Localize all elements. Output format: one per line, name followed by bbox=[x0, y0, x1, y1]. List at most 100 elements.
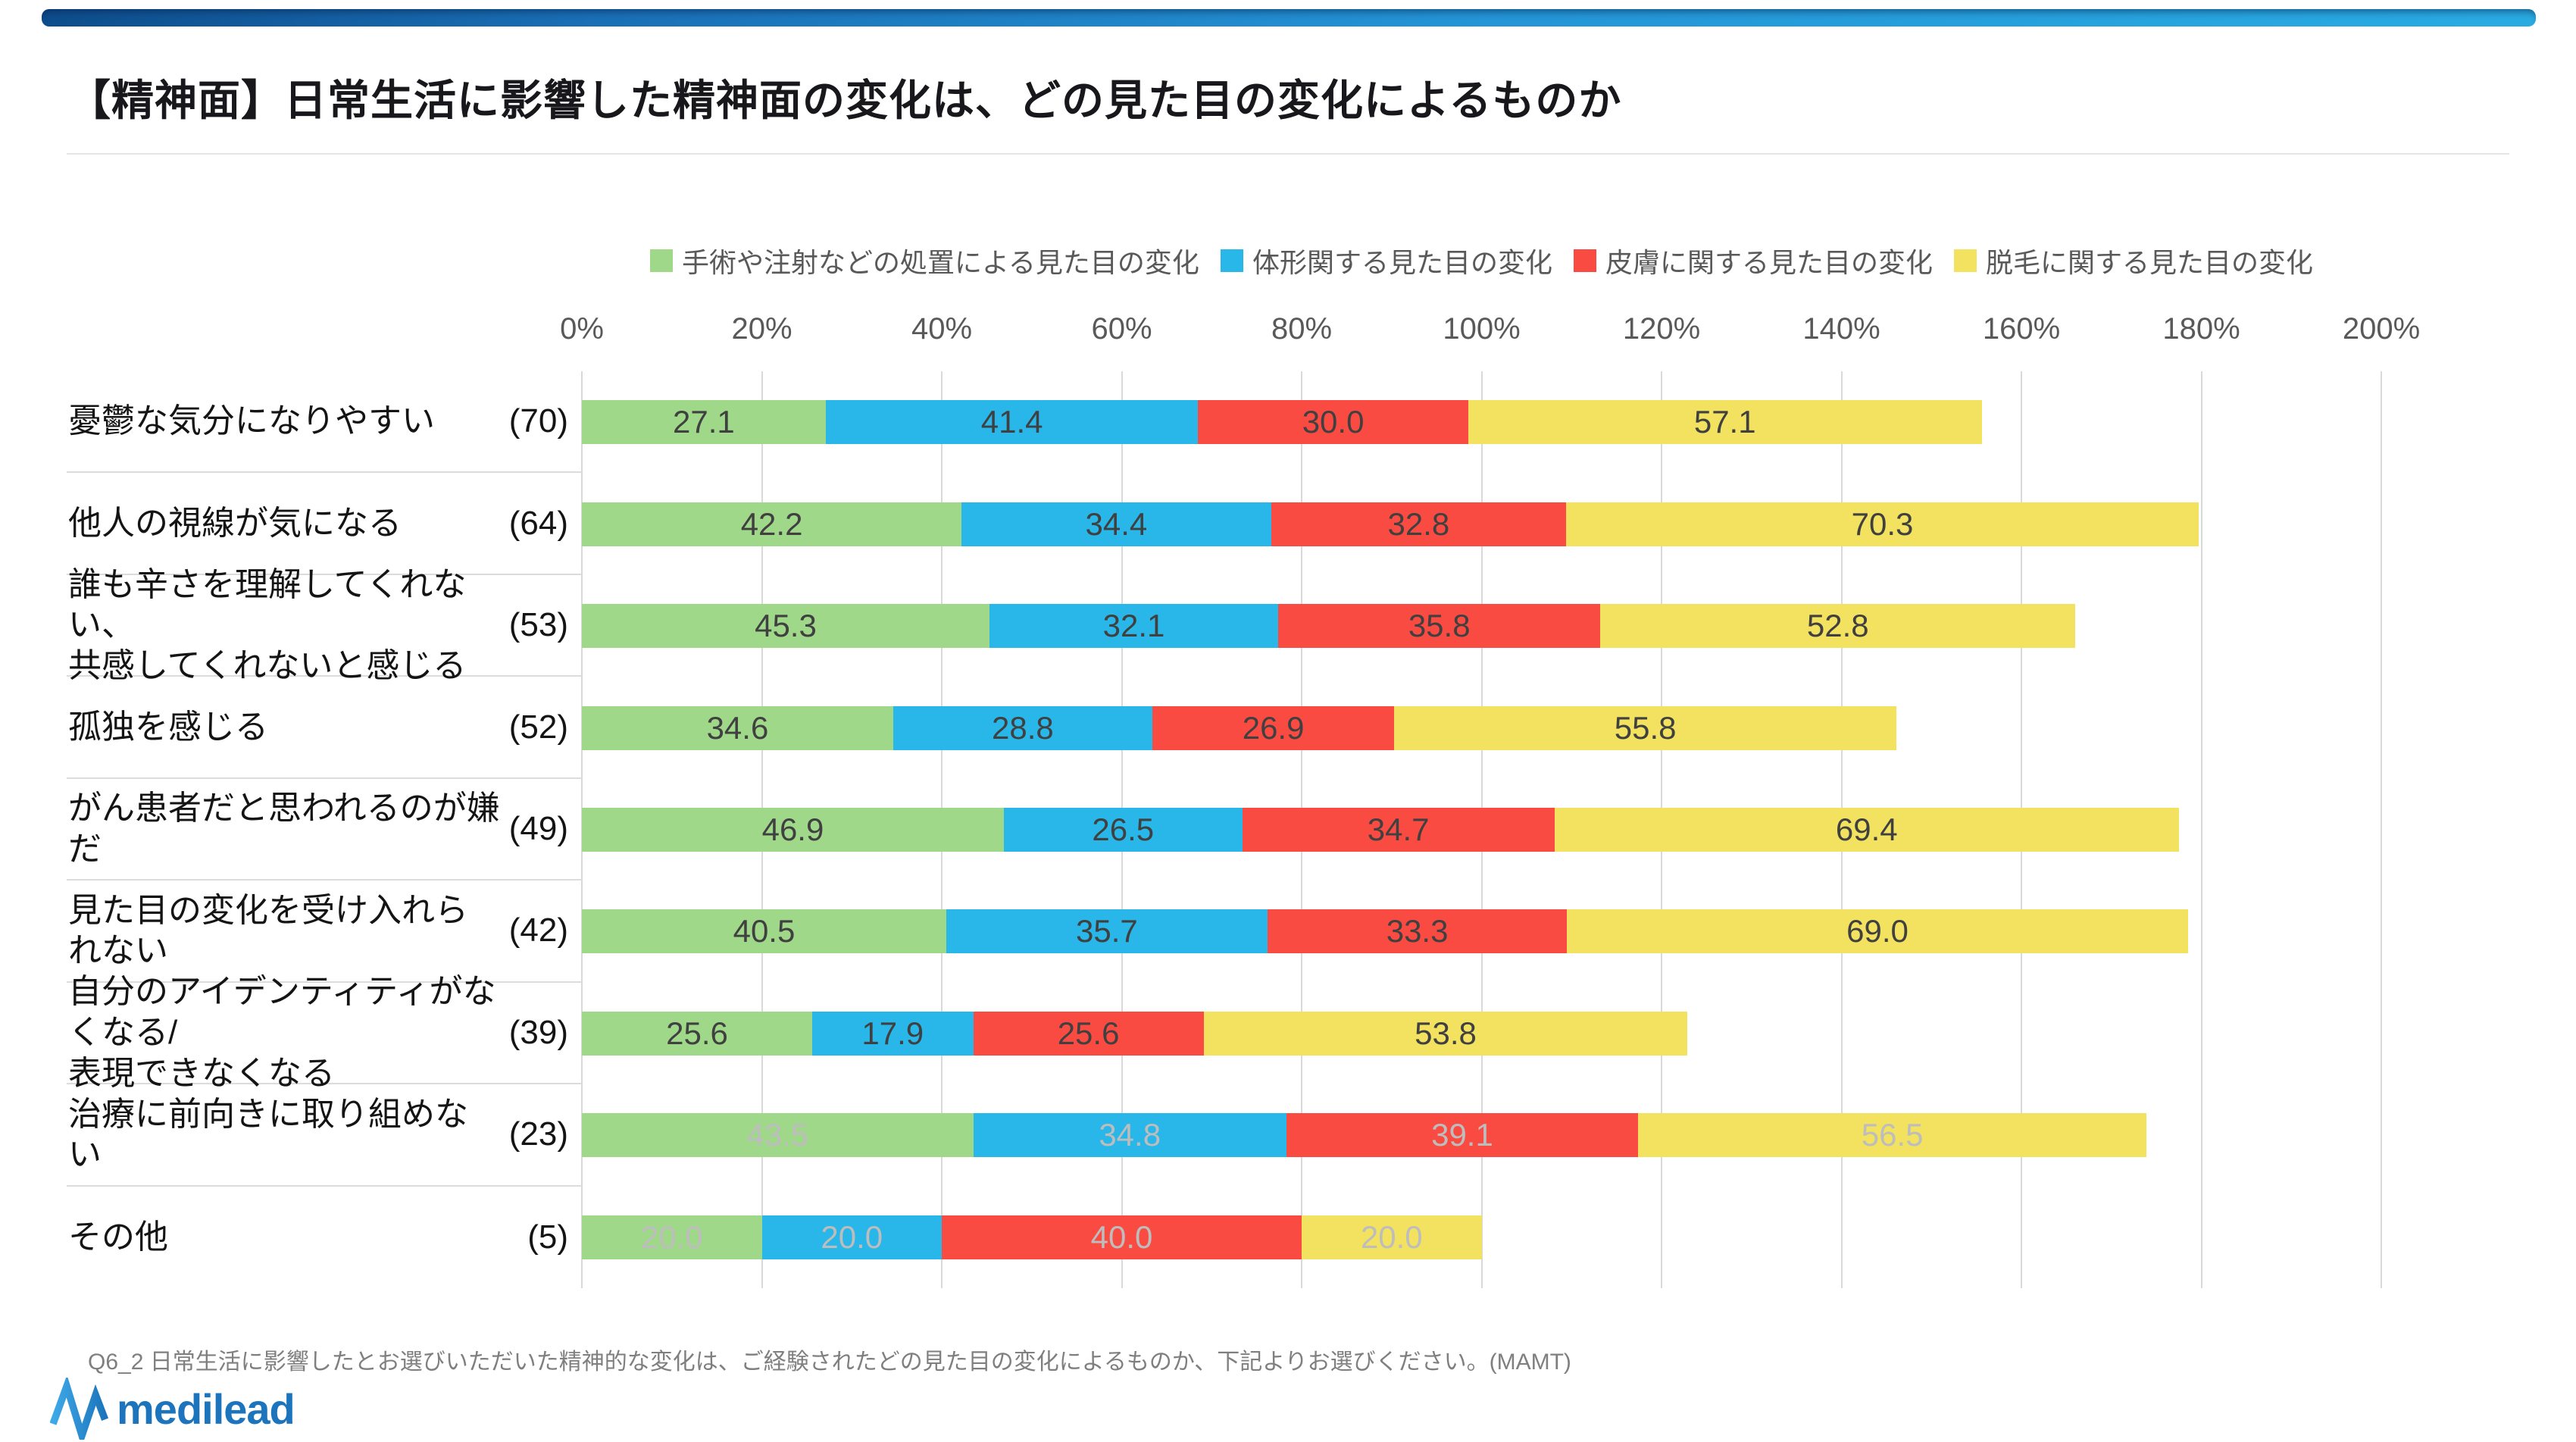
stacked-bar: 34.6 28.8 26.9 55.8 bbox=[582, 705, 2381, 750]
bar-segment: 20.0 bbox=[1302, 1215, 1482, 1259]
category-n: (70) bbox=[508, 402, 568, 440]
category-label-line: その他 bbox=[68, 1218, 168, 1256]
bar-segment: 25.6 bbox=[973, 1011, 1204, 1056]
bar-segment: 69.0 bbox=[1567, 909, 2188, 954]
bar-value-label: 35.7 bbox=[1076, 913, 1138, 949]
category-n: (49) bbox=[508, 809, 568, 847]
legend-swatch bbox=[1573, 249, 1596, 272]
chart-row: 治療に前向きに取り組めない (23) 43.5 34.8 39.1 56.5 bbox=[67, 1084, 2381, 1187]
bar-segment: 43.5 bbox=[582, 1113, 974, 1158]
bar-segment: 35.8 bbox=[1278, 604, 1601, 649]
bar-segment: 34.4 bbox=[961, 502, 1271, 546]
legend-item: 体形関する見た目の変化 bbox=[1220, 241, 1552, 280]
legend-swatch bbox=[1953, 249, 1977, 272]
chart-row: がん患者だと思われるのが嫌だ (49) 46.9 26.5 34.7 69.4 bbox=[67, 779, 2381, 881]
bar-segment: 34.8 bbox=[973, 1113, 1286, 1158]
bar-segment: 33.3 bbox=[1267, 909, 1568, 954]
category-label: 自分のアイデンティティがなくなる/表現できなくなる bbox=[68, 971, 502, 1093]
bar-value-label: 69.0 bbox=[1846, 913, 1909, 949]
stacked-bar: 42.2 34.4 32.8 70.3 bbox=[582, 502, 2381, 546]
legend-label: 体形関する見た目の変化 bbox=[1252, 247, 1552, 278]
bar-value-label: 70.3 bbox=[1851, 505, 1914, 542]
bar-segment: 40.0 bbox=[942, 1215, 1302, 1259]
bar-track: 42.2 34.4 32.8 70.3 bbox=[582, 473, 2381, 574]
axis-tick-label: 60% bbox=[1091, 312, 1152, 346]
bar-segment: 17.9 bbox=[812, 1011, 974, 1056]
category-label: 孤独を感じる bbox=[68, 707, 502, 748]
gridline bbox=[2200, 371, 2202, 1288]
bar-value-label: 34.6 bbox=[706, 709, 769, 746]
gridline bbox=[2381, 371, 2382, 1288]
bar-value-label: 25.6 bbox=[666, 1015, 728, 1051]
category-label-line: 見た目の変化を受け入れられない bbox=[68, 891, 468, 970]
axis-tick-label: 0% bbox=[560, 312, 604, 346]
bar-segment: 28.8 bbox=[893, 705, 1152, 750]
bar-track: 46.9 26.5 34.7 69.4 bbox=[582, 779, 2381, 881]
chart-legend: 手術や注射などの処置による見た目の変化 体形関する見た目の変化 皮膚に関する見た目の… bbox=[582, 241, 2381, 280]
category-label: 治療に前向きに取り組めない bbox=[68, 1094, 502, 1175]
bar-value-label: 43.5 bbox=[746, 1117, 809, 1153]
legend-swatch bbox=[650, 249, 674, 272]
category-n: (39) bbox=[508, 1013, 568, 1051]
bar-segment: 32.1 bbox=[989, 604, 1279, 649]
category-cell: がん患者だと思われるのが嫌だ (49) bbox=[67, 779, 582, 881]
bar-segment: 52.8 bbox=[1600, 604, 2076, 649]
stacked-bar: 40.5 35.7 33.3 69.0 bbox=[582, 909, 2381, 954]
top-accent-bar bbox=[42, 9, 2536, 27]
stacked-bar: 43.5 34.8 39.1 56.5 bbox=[582, 1113, 2381, 1158]
bar-value-label: 34.4 bbox=[1085, 505, 1148, 542]
legend-item: 皮膚に関する見た目の変化 bbox=[1573, 241, 1933, 280]
bar-value-label: 56.5 bbox=[1861, 1117, 1924, 1153]
axis-tick-label: 140% bbox=[1802, 312, 1880, 346]
axis-tick-label: 100% bbox=[1443, 312, 1521, 346]
bar-segment: 41.4 bbox=[825, 400, 1199, 445]
category-label: 誰も辛さを理解してくれない、 共感してくれないと感じる bbox=[68, 565, 502, 687]
category-cell: その他 (5) bbox=[67, 1187, 582, 1288]
category-label-line: 表現できなくなる bbox=[68, 1054, 335, 1092]
bar-segment: 27.1 bbox=[582, 400, 826, 445]
bar-value-label: 20.0 bbox=[821, 1218, 883, 1255]
category-n: (52) bbox=[508, 708, 568, 746]
bar-value-label: 40.5 bbox=[733, 913, 796, 949]
category-cell: 他人の視線が気になる (64) bbox=[67, 473, 582, 575]
category-n: (5) bbox=[527, 1218, 568, 1256]
bar-track: 45.3 32.1 35.8 52.8 bbox=[582, 575, 2381, 677]
axis-tick-label: 40% bbox=[911, 312, 973, 346]
category-label-line: がん患者だと思われるのが嫌だ bbox=[68, 790, 500, 868]
bar-value-label: 35.8 bbox=[1408, 608, 1471, 644]
bar-value-label: 20.0 bbox=[1360, 1218, 1423, 1255]
bar-value-label: 57.1 bbox=[1693, 404, 1756, 440]
category-label-line: 他人の視線が気になる bbox=[68, 504, 402, 542]
category-n: (53) bbox=[508, 606, 568, 644]
stacked-bar: 27.1 41.4 30.0 57.1 bbox=[582, 400, 2381, 445]
category-label-line: 憂鬱な気分になりやすい bbox=[68, 402, 435, 440]
axis-tick-label: 180% bbox=[2162, 312, 2240, 346]
bar-value-label: 41.4 bbox=[980, 404, 1043, 440]
bar-value-label: 34.7 bbox=[1367, 811, 1430, 847]
bar-segment: 69.4 bbox=[1554, 807, 2179, 852]
bar-segment: 42.2 bbox=[582, 502, 962, 546]
category-cell: 誰も辛さを理解してくれない、 共感してくれないと感じる (53) bbox=[67, 566, 582, 684]
category-cell: 孤独を感じる (52) bbox=[67, 677, 582, 779]
category-label: 他人の視線が気になる bbox=[68, 503, 502, 544]
axis-tick-label: 160% bbox=[1982, 312, 2061, 346]
axis-tick-label: 20% bbox=[731, 312, 792, 346]
bar-track: 43.5 34.8 39.1 56.5 bbox=[582, 1084, 2381, 1186]
legend-label: 脱毛に関する見た目の変化 bbox=[1985, 247, 2313, 278]
bar-value-label: 28.8 bbox=[992, 709, 1054, 746]
bar-segment: 39.1 bbox=[1286, 1113, 1639, 1158]
axis-tick-label: 120% bbox=[1622, 312, 1701, 346]
category-label: 見た目の変化を受け入れられない bbox=[68, 890, 502, 971]
chart-row: その他 (5) 20.0 20.0 40.0 20.0 bbox=[67, 1187, 2381, 1288]
bar-value-label: 26.5 bbox=[1092, 811, 1155, 847]
bar-value-label: 32.8 bbox=[1387, 505, 1450, 542]
bar-value-label: 32.1 bbox=[1102, 608, 1165, 644]
chart-row: 自分のアイデンティティがなくなる/表現できなくなる (39) 25.6 17.9 25.… bbox=[67, 973, 2381, 1092]
bar-value-label: 34.8 bbox=[1099, 1117, 1161, 1153]
bar-value-label: 25.6 bbox=[1057, 1015, 1120, 1051]
category-label-line: 誰も辛さを理解してくれない、 bbox=[68, 565, 467, 644]
bar-track: 27.1 41.4 30.0 57.1 bbox=[582, 371, 2381, 473]
bar-value-label: 20.0 bbox=[640, 1218, 703, 1255]
x-axis: 0% 20% 40% 60% 80% 100% 120% 140% 160% 180% 200% bbox=[560, 312, 2420, 346]
